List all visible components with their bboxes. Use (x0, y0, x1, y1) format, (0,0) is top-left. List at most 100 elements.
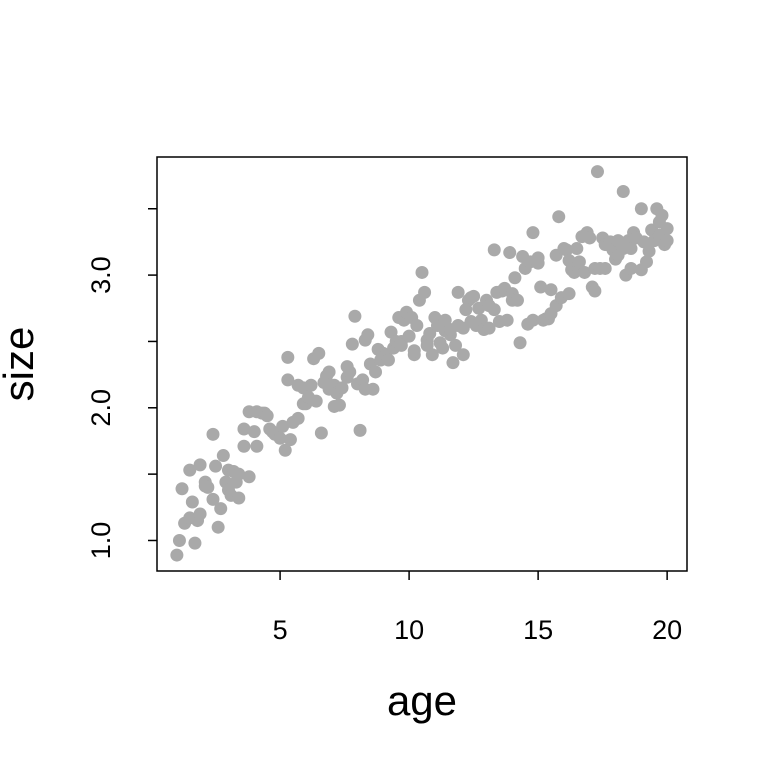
point (639, 255, 653, 269)
point (616, 185, 630, 198)
point (348, 309, 362, 323)
y-tick-label: 2.0 (86, 389, 116, 427)
point (366, 382, 380, 396)
point (552, 210, 566, 224)
y-tick-label: 1.0 (86, 522, 116, 560)
point (590, 165, 604, 179)
point (446, 356, 460, 370)
point (482, 321, 496, 335)
point (487, 303, 501, 317)
point (309, 394, 323, 408)
point (381, 353, 395, 367)
point (487, 243, 501, 257)
point (534, 280, 548, 294)
point (206, 492, 220, 506)
point (172, 533, 186, 547)
point (449, 338, 463, 352)
point (353, 423, 367, 437)
point (500, 313, 514, 327)
point (281, 350, 295, 364)
point (312, 346, 326, 360)
point (335, 381, 349, 395)
x-tick-label: 15 (523, 615, 553, 645)
point (423, 326, 437, 340)
point (410, 319, 424, 333)
point (559, 243, 573, 257)
point (232, 491, 246, 505)
point (314, 426, 328, 440)
point (242, 470, 256, 484)
point (281, 373, 295, 387)
point (578, 265, 592, 279)
point (170, 548, 184, 562)
point (276, 419, 290, 433)
point (193, 458, 207, 472)
point (642, 244, 656, 258)
point (332, 398, 346, 412)
point (283, 433, 297, 447)
point (456, 348, 470, 362)
point (598, 261, 612, 275)
point (322, 365, 336, 379)
point (183, 463, 197, 477)
point (508, 271, 522, 285)
point (394, 338, 408, 352)
point (436, 341, 450, 355)
point (513, 336, 527, 350)
point (361, 328, 375, 342)
point (369, 365, 383, 379)
point (467, 289, 481, 303)
point (472, 301, 486, 315)
point (247, 425, 261, 439)
point (291, 411, 305, 425)
point (451, 285, 465, 299)
point (624, 261, 638, 275)
point (531, 256, 545, 270)
point (260, 409, 274, 423)
point (425, 348, 439, 362)
plot-box (156, 156, 688, 572)
point (572, 255, 586, 269)
point (193, 507, 207, 521)
point (510, 293, 524, 307)
x-tick-label: 20 (652, 615, 682, 645)
point (201, 480, 215, 494)
point (402, 329, 416, 343)
point (209, 459, 223, 473)
point (237, 422, 251, 436)
x-tick-label: 5 (273, 615, 288, 645)
point (634, 202, 648, 216)
point (206, 427, 220, 441)
point (418, 285, 432, 299)
point (185, 495, 199, 509)
point (343, 365, 357, 379)
point (278, 443, 292, 457)
point (503, 246, 517, 260)
point (237, 439, 251, 453)
point (660, 234, 674, 248)
point (214, 502, 228, 516)
y-axis-label: size (0, 327, 42, 402)
point (562, 287, 576, 301)
x-axis-label: age (387, 677, 457, 724)
point (273, 431, 287, 445)
point (250, 439, 264, 453)
point (216, 449, 230, 463)
point (655, 208, 669, 222)
point (544, 283, 558, 297)
point (624, 242, 638, 256)
point (415, 265, 429, 279)
point (304, 378, 318, 392)
point (526, 226, 540, 240)
point (232, 467, 246, 481)
point (583, 231, 597, 245)
point (526, 313, 540, 327)
point (175, 482, 189, 496)
y-tick-label: 3.0 (86, 256, 116, 294)
point (188, 536, 202, 550)
point (407, 344, 421, 358)
x-tick-label: 10 (394, 615, 424, 645)
point (211, 520, 225, 534)
point (570, 242, 584, 256)
